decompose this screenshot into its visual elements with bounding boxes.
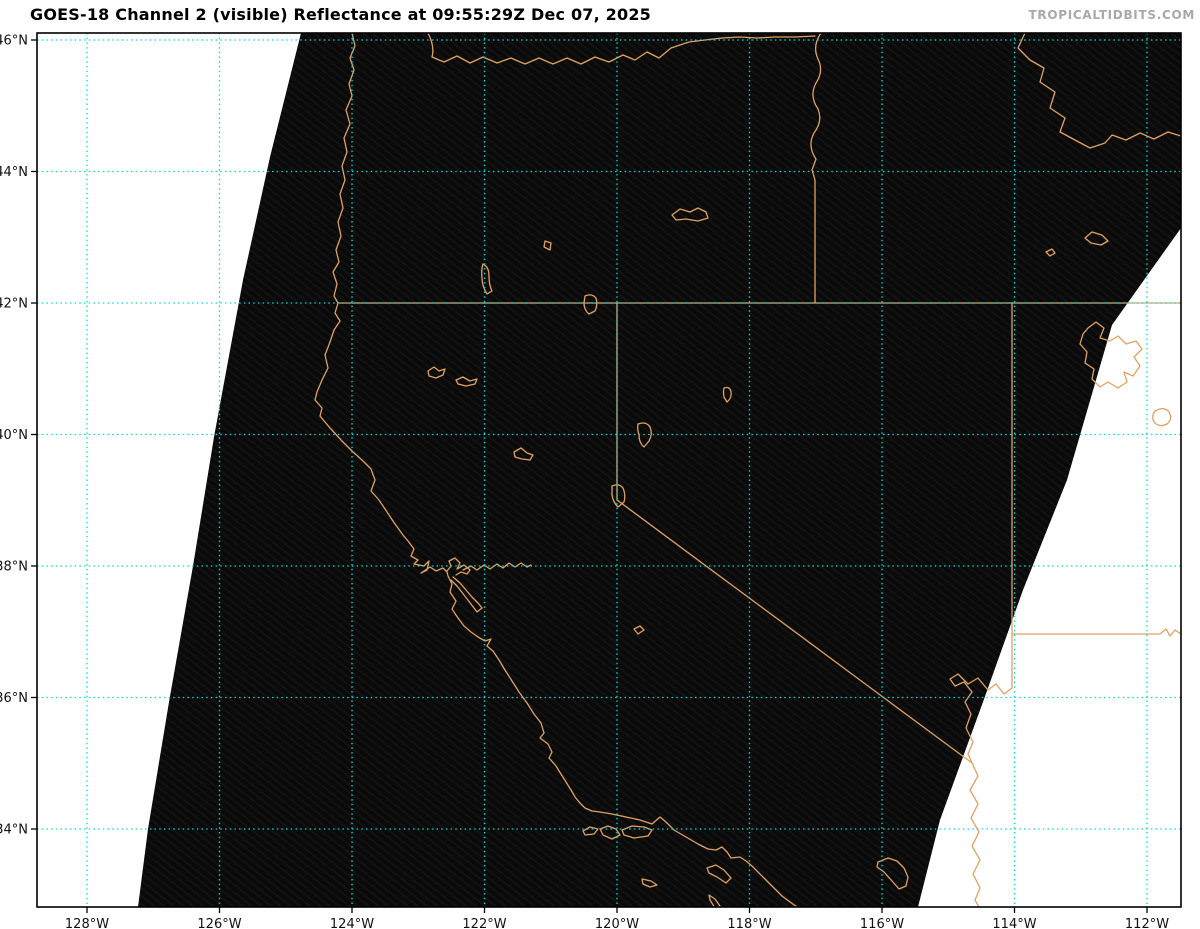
american-falls-reservoir [1045, 231, 1109, 257]
honey-lake [513, 447, 534, 461]
satellite-swath [138, 33, 1181, 907]
tropicaltidbits-watermark: TROPICALTIDBITS.COM [1028, 8, 1195, 22]
x-axis-tick-label: 116°W [860, 917, 904, 929]
humboldt-lake [722, 386, 732, 403]
x-axis-tick-label: 128°W [65, 917, 109, 929]
x-axis-tick-label: 126°W [197, 917, 241, 929]
ut-az-border-37n [1011, 628, 1181, 637]
y-axis-tick-label: 46°N [0, 34, 28, 49]
x-axis-tick-label: 122°W [462, 917, 506, 929]
x-axis-tick-label: 118°W [727, 917, 771, 929]
map-title: GOES-18 Channel 2 (visible) Reflectance … [30, 5, 651, 24]
summer-lake [543, 240, 552, 251]
upper-klamath-lake [481, 263, 493, 295]
mt-id-border [1017, 33, 1181, 149]
y-axis-tick-label: 44°N [0, 165, 28, 180]
snake-river-or-id-border [810, 33, 822, 304]
ca-nv-border [616, 302, 973, 764]
y-axis-tick-label: 38°N [0, 560, 28, 575]
y-axis-tick-label: 42°N [0, 297, 28, 312]
x-axis-tick-label: 114°W [992, 917, 1036, 929]
y-axis-tick-label: 40°N [0, 428, 28, 443]
y-axis-tick-label: 34°N [0, 823, 28, 838]
channel-islands [582, 825, 732, 907]
lake-tahoe [611, 484, 626, 508]
y-axis-tick-label: 36°N [0, 691, 28, 706]
x-axis-tick-label: 124°W [330, 917, 374, 929]
x-axis-tick-label: 120°W [595, 917, 639, 929]
lake-mead-colorado-river [949, 673, 1013, 907]
axis-tick-labels: 128°W 126°W 124°W 122°W 120°W 118°W 116°W 114°W… [0, 34, 1169, 929]
pacific-coastline [314, 33, 798, 907]
goose-lake [583, 294, 598, 315]
axis-ticks [31, 39, 1148, 913]
millerton-lake [633, 625, 645, 635]
x-axis-tick-label: 112°W [1125, 917, 1169, 929]
plot-frame [36, 32, 1182, 908]
shasta-trinity-lakes [427, 366, 478, 387]
swath-dark-region [138, 33, 1181, 907]
malheur-lake [671, 207, 709, 222]
utah-lake [1152, 408, 1172, 427]
san-francisco-bay [446, 557, 532, 613]
pyramid-lake [637, 422, 652, 448]
great-salt-lake [1079, 321, 1143, 389]
